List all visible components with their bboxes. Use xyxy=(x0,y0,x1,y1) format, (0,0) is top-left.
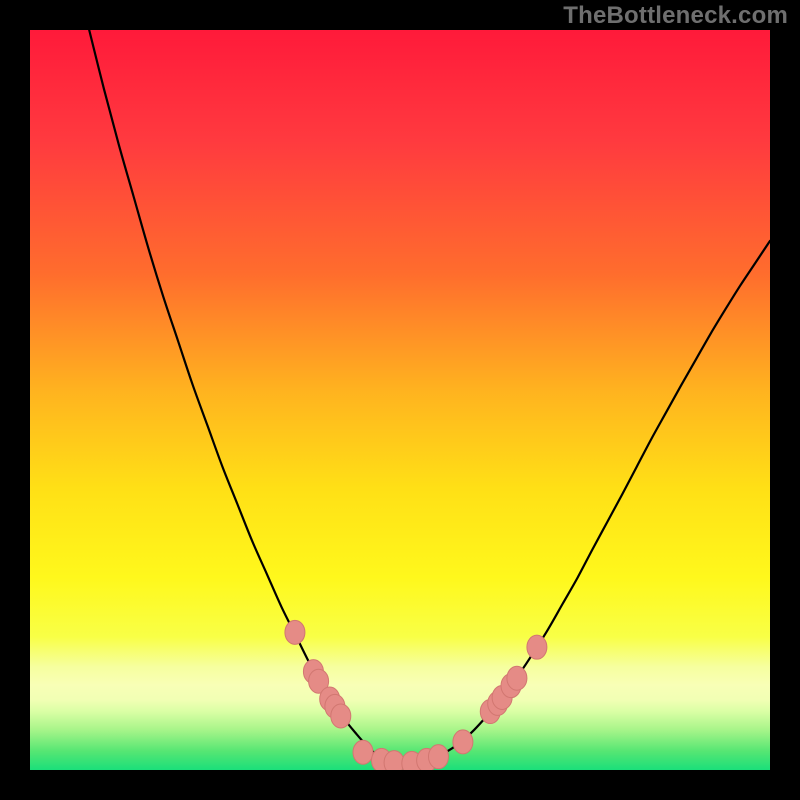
chart-background-gradient xyxy=(30,30,770,770)
data-marker xyxy=(527,635,547,659)
data-marker xyxy=(453,730,473,754)
watermark-text: TheBottleneck.com xyxy=(563,2,788,30)
chart-container: TheBottleneck.com xyxy=(0,0,800,800)
data-marker xyxy=(331,704,351,728)
data-marker xyxy=(285,620,305,644)
data-marker xyxy=(428,745,448,769)
bottleneck-chart-svg xyxy=(0,0,800,800)
data-marker xyxy=(507,666,527,690)
data-marker xyxy=(353,740,373,764)
